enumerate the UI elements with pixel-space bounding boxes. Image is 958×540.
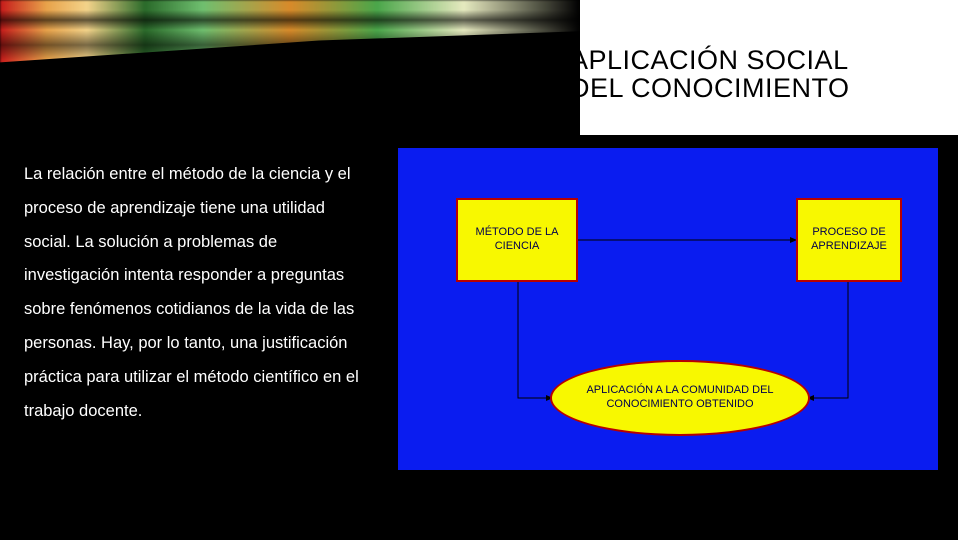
title-line-2: DEL CONOCIMIENTO	[570, 73, 850, 103]
node-metodo: MÉTODO DE LA CIENCIA	[456, 198, 578, 282]
knowledge-diagram: MÉTODO DE LA CIENCIA PROCESO DE APRENDIZ…	[398, 148, 938, 470]
slide-title: APLICACIÓN SOCIAL DEL CONOCIMIENTO	[570, 46, 928, 103]
node-aplicacion-label: APLICACIÓN A LA COMUNIDAD DEL CONOCIMIEN…	[556, 384, 804, 412]
decorative-wave-banner	[0, 0, 580, 78]
node-metodo-label: MÉTODO DE LA CIENCIA	[462, 226, 572, 254]
node-proceso-label: PROCESO DE APRENDIZAJE	[802, 226, 896, 254]
node-aplicacion: APLICACIÓN A LA COMUNIDAD DEL CONOCIMIEN…	[550, 360, 810, 436]
title-line-1: APLICACIÓN SOCIAL	[570, 45, 849, 75]
slide-body-text: La relación entre el método de la cienci…	[24, 158, 364, 429]
node-proceso: PROCESO DE APRENDIZAJE	[796, 198, 902, 282]
